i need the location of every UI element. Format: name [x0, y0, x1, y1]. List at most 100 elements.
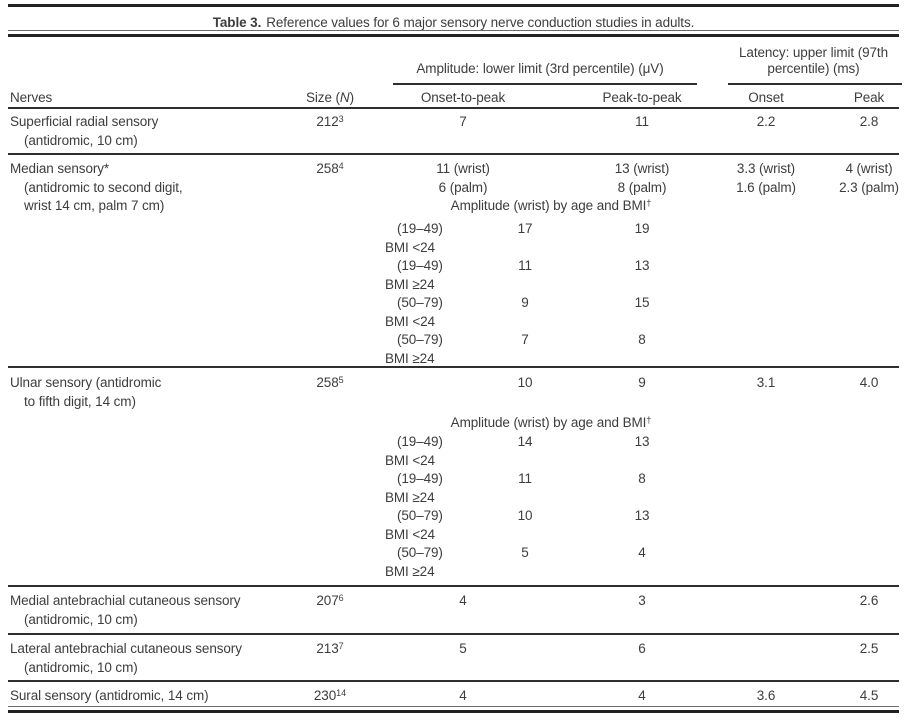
nerve-name-cont: (antidromic, 10 cm) [24, 660, 138, 675]
subtable-amplitude-value-2: 8 [638, 471, 646, 486]
bmi-label: BMI ≥24 [385, 564, 435, 579]
subtable-amplitude-value-1: 17 [517, 221, 533, 236]
table-caption-text: Reference values for 6 major sensory ner… [266, 15, 695, 30]
divider [8, 633, 899, 635]
age-range-label: (50–79) [397, 545, 443, 560]
nerve-name-cont: (antidromic, 10 cm) [24, 133, 138, 148]
latency-onset-value: 3.3 (wrist) [736, 161, 796, 176]
divider [8, 366, 899, 368]
subtable-amplitude-value-2: 13 [634, 258, 650, 273]
column-header-peak: Peak [853, 90, 885, 105]
bmi-label: BMI <24 [385, 453, 435, 468]
subtable-title-text: Amplitude (wrist) by age and BMI [450, 415, 647, 430]
age-range-label: (50–79) [397, 295, 443, 310]
subtable-amplitude-value-2: 4 [638, 545, 646, 560]
amplitude-peak-value: 13 (wrist) [614, 161, 670, 176]
subtable-title: Amplitude (wrist) by age and BMI† [380, 415, 722, 432]
subtable-amplitude-value-2: 13 [634, 434, 650, 449]
nerve-name: Superficial radial sensory [10, 114, 159, 129]
divider [8, 30, 899, 31]
bmi-label: BMI ≥24 [385, 277, 435, 292]
latency-group-header-line2: percentile) (ms) [767, 61, 860, 76]
bmi-label: BMI ≥24 [385, 351, 435, 366]
nerve-name: Lateral antebrachial cutaneous sensory [10, 641, 242, 656]
size-superscript: 7 [338, 640, 344, 651]
divider [8, 585, 899, 587]
divider [8, 710, 899, 713]
size-base: 207 [316, 593, 339, 608]
subtable-amplitude-value-2: 15 [634, 295, 650, 310]
nerve-name-cont: wrist 14 cm, palm 7 cm) [24, 198, 165, 213]
amplitude-onset-value: 7 [459, 114, 467, 129]
column-header-size: Size (N) [288, 90, 372, 105]
subtable-amplitude-value-1: 11 [518, 471, 532, 486]
size-base: 230 [313, 688, 337, 703]
latency-peak-value: 2.8 [859, 114, 879, 129]
divider [8, 4, 899, 7]
latency-peak-value: 2.3 (palm) [839, 180, 899, 195]
latency-peak-value: 4.5 [859, 688, 879, 703]
size-value: 2123 [288, 114, 372, 131]
subtable-amplitude-value-2: 8 [638, 332, 646, 347]
subtable-title-dagger: † [646, 197, 652, 208]
size-value: 2584 [288, 161, 372, 178]
size-header-n: N [339, 90, 350, 105]
amplitude-onset-value: 5 [459, 641, 467, 656]
subtable-amplitude-value-1: 5 [521, 545, 529, 560]
column-header-onset: Onset [748, 90, 784, 105]
latency-peak-value: 4.0 [859, 375, 879, 390]
amplitude-peak-value: 6 [638, 641, 646, 656]
subtable-amplitude-value-2: 13 [634, 508, 650, 523]
subtable-amplitude-value-1: 10 [517, 508, 533, 523]
amplitude-peak-value: 4 [638, 688, 646, 703]
size-base: 213 [316, 641, 339, 656]
subtable-amplitude-value-1: 14 [517, 434, 533, 449]
size-header-suffix: ) [349, 90, 355, 105]
size-header-prefix: Size ( [306, 90, 340, 105]
latency-peak-value: 2.5 [859, 641, 879, 656]
bmi-label: BMI ≥24 [385, 490, 435, 505]
latency-group-underline [728, 83, 902, 85]
size-base: 212 [316, 114, 339, 129]
nerve-name-cont: to fifth digit, 14 cm) [24, 394, 136, 409]
age-range-label: (19–49) [397, 258, 443, 273]
nerve-name: Ulnar sensory (antidromic [10, 375, 162, 390]
subtable-amplitude-value-1: 9 [521, 295, 529, 310]
subtable-title-dagger: † [646, 414, 652, 425]
latency-onset-value: 1.6 (palm) [736, 180, 796, 195]
amplitude-onset-value: 11 (wrist) [436, 161, 490, 176]
amplitude-onset-value: 10 [517, 375, 533, 390]
amplitude-onset-value: 4 [459, 688, 467, 703]
bmi-label: BMI <24 [385, 314, 435, 329]
size-value: 2585 [288, 375, 372, 392]
nerve-name: Sural sensory (antidromic, 14 cm) [10, 688, 209, 703]
size-superscript: 3 [338, 113, 344, 124]
bmi-label: BMI <24 [385, 527, 435, 542]
amplitude-group-underline [393, 83, 697, 85]
table-caption-label: Table 3. [212, 15, 262, 30]
amplitude-peak-value: 9 [638, 375, 646, 390]
nerve-name-cont: (antidromic to second digit, [24, 180, 183, 195]
latency-onset-value: 2.2 [756, 114, 776, 129]
size-base: 258 [316, 375, 339, 390]
size-base: 258 [316, 161, 339, 176]
column-header-onset-to-peak: Onset-to-peak [420, 90, 506, 105]
divider [8, 153, 899, 155]
latency-onset-value: 3.1 [756, 375, 776, 390]
nerve-name-cont: (antidromic, 10 cm) [24, 612, 138, 627]
column-header-peak-to-peak: Peak-to-peak [602, 90, 682, 105]
latency-onset-value: 3.6 [756, 688, 776, 703]
subtable-amplitude-value-2: 19 [634, 221, 650, 236]
latency-peak-value: 4 (wrist) [845, 161, 893, 176]
age-range-label: (50–79) [397, 508, 443, 523]
size-value: 2137 [288, 641, 372, 658]
size-superscript: 14 [336, 687, 347, 698]
amplitude-onset-value: 4 [459, 593, 467, 608]
size-value: 23014 [288, 688, 372, 705]
size-superscript: 6 [338, 592, 344, 603]
subtable-amplitude-value-1: 7 [521, 332, 529, 347]
age-range-label: (19–49) [397, 434, 443, 449]
amplitude-peak-value: 3 [638, 593, 646, 608]
amplitude-onset-value: 6 (palm) [438, 180, 488, 195]
